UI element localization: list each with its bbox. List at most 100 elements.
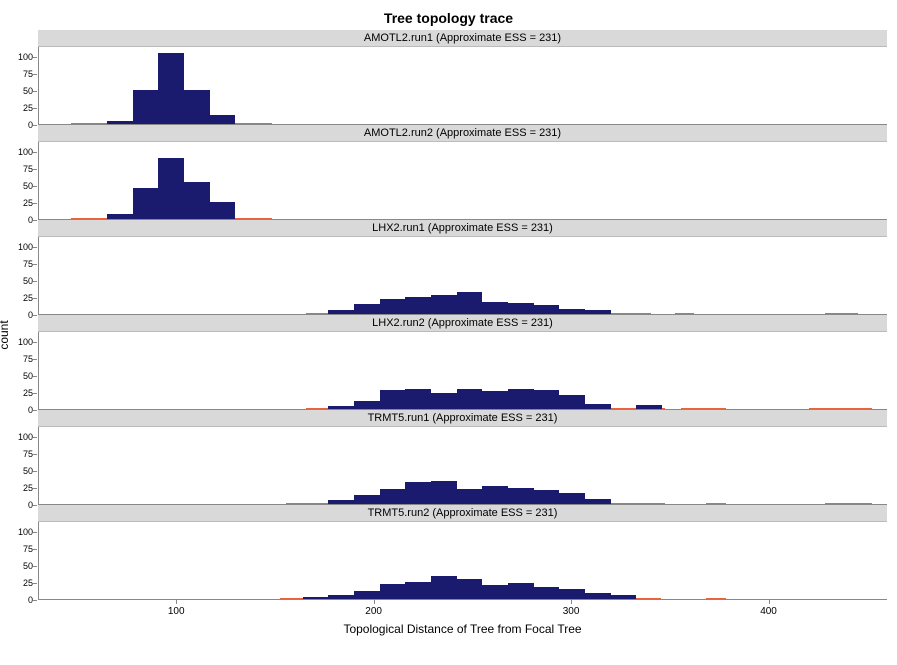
histogram-bar xyxy=(431,393,457,409)
facet-strip-label: TRMT5.run1 (Approximate ESS = 231) xyxy=(38,410,887,427)
y-tick xyxy=(33,74,37,75)
y-tick-label: 0 xyxy=(11,595,33,605)
y-tick-label: 100 xyxy=(11,432,33,442)
chart-container: count AMOTL2.run1 (Approximate ESS = 231… xyxy=(10,30,887,640)
y-tick-label: 25 xyxy=(11,578,33,588)
y-tick xyxy=(33,264,37,265)
facet-strip-label: LHX2.run1 (Approximate ESS = 231) xyxy=(38,220,887,237)
plot-area: 0255075100 xyxy=(38,522,887,600)
histogram-bar xyxy=(457,389,483,409)
y-tick xyxy=(33,281,37,282)
y-tick xyxy=(33,532,37,533)
y-tick xyxy=(33,247,37,248)
histogram-bar xyxy=(380,299,406,314)
histogram-bar xyxy=(508,583,534,599)
histogram-bar xyxy=(508,488,534,504)
y-tick xyxy=(33,583,37,584)
histogram-bar xyxy=(354,495,380,504)
y-tick-label: 0 xyxy=(11,120,33,130)
x-tick-label: 400 xyxy=(760,606,777,617)
histogram-bar xyxy=(534,390,560,409)
facet-panel: AMOTL2.run1 (Approximate ESS = 231)02550… xyxy=(38,30,887,125)
y-tick-label: 100 xyxy=(11,147,33,157)
histogram-bar xyxy=(611,595,637,599)
y-tick-label: 50 xyxy=(11,466,33,476)
histogram-bar xyxy=(482,302,508,314)
y-tick xyxy=(33,342,37,343)
panels-container: AMOTL2.run1 (Approximate ESS = 231)02550… xyxy=(38,30,887,600)
histogram-bar xyxy=(158,53,184,124)
histogram-bar xyxy=(405,389,431,409)
histogram-bar xyxy=(380,489,406,504)
x-tick xyxy=(176,600,177,604)
rug-segment xyxy=(675,313,695,315)
y-tick-label: 100 xyxy=(11,52,33,62)
histogram-bar xyxy=(431,576,457,599)
histogram-bar xyxy=(328,406,354,409)
histogram-bar xyxy=(457,292,483,314)
histogram-bar xyxy=(328,500,354,504)
y-tick-label: 50 xyxy=(11,371,33,381)
x-axis: Topological Distance of Tree from Focal … xyxy=(38,600,887,640)
y-tick xyxy=(33,600,37,601)
facet-panel: TRMT5.run1 (Approximate ESS = 231)025507… xyxy=(38,410,887,505)
histogram-bar xyxy=(482,391,508,409)
histogram-bar xyxy=(482,585,508,599)
y-tick xyxy=(33,505,37,506)
y-tick-label: 50 xyxy=(11,181,33,191)
y-tick xyxy=(33,359,37,360)
y-tick xyxy=(33,488,37,489)
facet-strip-label: LHX2.run2 (Approximate ESS = 231) xyxy=(38,315,887,332)
histogram-bar xyxy=(107,121,133,124)
histogram-bar xyxy=(636,405,662,409)
y-tick xyxy=(33,108,37,109)
histogram-bar xyxy=(303,597,329,599)
y-tick-label: 25 xyxy=(11,388,33,398)
y-tick xyxy=(33,91,37,92)
y-tick-label: 100 xyxy=(11,527,33,537)
rug-segment xyxy=(681,408,726,410)
y-tick xyxy=(33,220,37,221)
histogram-bar xyxy=(457,579,483,599)
facet-panel: AMOTL2.run2 (Approximate ESS = 231)02550… xyxy=(38,125,887,220)
y-tick xyxy=(33,298,37,299)
histogram-bar xyxy=(585,593,611,599)
x-axis-label: Topological Distance of Tree from Focal … xyxy=(38,622,887,636)
histogram-bar xyxy=(508,389,534,409)
facet-strip-label: TRMT5.run2 (Approximate ESS = 231) xyxy=(38,505,887,522)
histogram-bar xyxy=(534,305,560,314)
y-tick-label: 0 xyxy=(11,310,33,320)
rug-segment xyxy=(825,503,872,505)
x-tick xyxy=(769,600,770,604)
x-tick xyxy=(374,600,375,604)
y-tick-label: 25 xyxy=(11,483,33,493)
plot-area: 0255075100 xyxy=(38,427,887,505)
histogram-bar xyxy=(559,309,585,314)
histogram-bar xyxy=(405,482,431,504)
histogram-bar xyxy=(107,214,133,219)
y-tick xyxy=(33,437,37,438)
histogram-bar xyxy=(457,489,483,504)
chart-title: Tree topology trace xyxy=(10,10,887,26)
histogram-bar xyxy=(559,395,585,409)
y-tick xyxy=(33,566,37,567)
y-tick xyxy=(33,152,37,153)
y-tick-label: 25 xyxy=(11,103,33,113)
facet-panel: TRMT5.run2 (Approximate ESS = 231)025507… xyxy=(38,505,887,600)
histogram-bar xyxy=(585,499,611,504)
y-tick-label: 25 xyxy=(11,198,33,208)
y-tick-label: 75 xyxy=(11,164,33,174)
histogram-bar xyxy=(380,584,406,599)
y-tick-label: 0 xyxy=(11,500,33,510)
y-tick xyxy=(33,454,37,455)
y-axis-label: count xyxy=(0,320,11,349)
y-tick-label: 0 xyxy=(11,215,33,225)
facet-strip-label: AMOTL2.run2 (Approximate ESS = 231) xyxy=(38,125,887,142)
y-tick xyxy=(33,549,37,550)
y-tick xyxy=(33,125,37,126)
y-tick-label: 50 xyxy=(11,86,33,96)
x-tick-label: 100 xyxy=(168,606,185,617)
y-tick xyxy=(33,57,37,58)
histogram-bar xyxy=(133,188,159,219)
y-tick-label: 75 xyxy=(11,354,33,364)
